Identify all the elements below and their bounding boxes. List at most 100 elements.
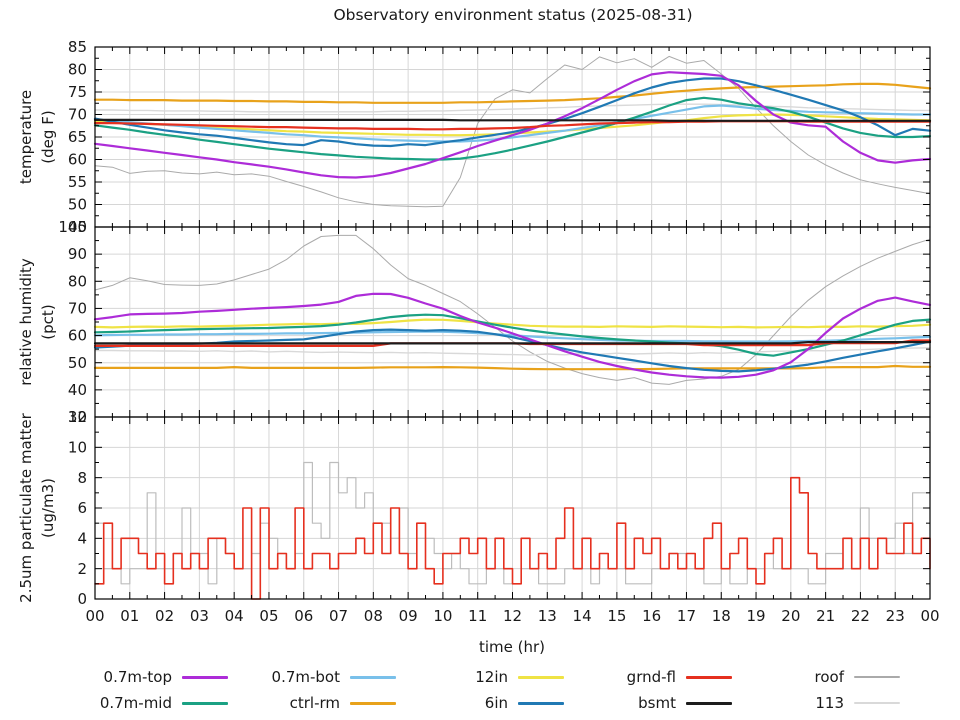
x-tick-label: 03 bbox=[190, 607, 209, 625]
x-tick-label: 08 bbox=[364, 607, 383, 625]
x-tick-label: 21 bbox=[816, 607, 835, 625]
x-tick-label: 11 bbox=[468, 607, 487, 625]
legend-swatch-line bbox=[350, 701, 396, 705]
x-tick-label: 06 bbox=[294, 607, 313, 625]
y-axis-label-temperature: temperature bbox=[17, 90, 35, 184]
legend-swatch-line bbox=[518, 701, 564, 705]
series-roof-temperature bbox=[94, 55, 931, 208]
y-axis-label-relative-humidity: relative humidity bbox=[17, 258, 35, 386]
y-tick-label-temperature: 60 bbox=[68, 151, 87, 169]
legend-label: 0.7m-bot bbox=[271, 668, 340, 686]
y-tick-label-pm25: 12 bbox=[68, 408, 87, 426]
legend-swatch-line bbox=[686, 675, 732, 679]
x-tick-label: 05 bbox=[259, 607, 278, 625]
y-axis-unit-pm25: (ug/m3) bbox=[39, 478, 57, 538]
legend-label: 113 bbox=[815, 694, 844, 712]
legend-swatch-line bbox=[350, 675, 396, 679]
legend-item-roof: roof bbox=[732, 664, 900, 690]
x-tick-label: 13 bbox=[538, 607, 557, 625]
series-12in-relative-humidity bbox=[93, 318, 932, 329]
series-bsmt-temperature bbox=[93, 118, 932, 122]
x-tick-label: 16 bbox=[642, 607, 661, 625]
series-12in-temperature bbox=[93, 113, 932, 137]
legend-label: 0.7m-top bbox=[103, 668, 172, 686]
legend-label: grnd-fl bbox=[626, 668, 676, 686]
x-tick-label: 17 bbox=[677, 607, 696, 625]
legend-item-113: 113 bbox=[732, 690, 900, 716]
series-0.7m-top-relative-humidity bbox=[93, 292, 932, 379]
y-tick-label-relative-humidity: 80 bbox=[68, 272, 87, 290]
legend-label: ctrl-rm bbox=[289, 694, 340, 712]
legend-swatch-line bbox=[182, 701, 228, 705]
legend-swatch-line bbox=[854, 676, 900, 678]
x-tick-label: 02 bbox=[155, 607, 174, 625]
x-tick-label: 20 bbox=[781, 607, 800, 625]
x-tick-label: 23 bbox=[886, 607, 905, 625]
x-tick-label: 00 bbox=[85, 607, 104, 625]
series-113-relative-humidity bbox=[94, 347, 931, 356]
y-tick-label-relative-humidity: 40 bbox=[68, 381, 87, 399]
y-tick-label-temperature: 50 bbox=[68, 196, 87, 214]
series-grnd-fl-pm25 bbox=[94, 476, 931, 600]
x-tick-label: 19 bbox=[746, 607, 765, 625]
legend-item-ctrl-rm: ctrl-rm bbox=[228, 690, 396, 716]
series-0.7m-mid-relative-humidity bbox=[93, 313, 932, 357]
x-tick-label: 12 bbox=[503, 607, 522, 625]
y-axis-unit-temperature: (deg F) bbox=[39, 110, 57, 163]
series-113-temperature bbox=[94, 103, 931, 113]
y-tick-label-temperature: 45 bbox=[68, 218, 87, 236]
y-axis-label-pm25: 2.5um particulate matter bbox=[17, 412, 35, 602]
chart-title: Observatory environment status (2025-08-… bbox=[333, 6, 692, 24]
legend-label: bsmt bbox=[638, 694, 676, 712]
x-axis-label: time (hr) bbox=[479, 638, 545, 656]
y-tick-label-relative-humidity: 90 bbox=[68, 245, 87, 263]
legend-label: 0.7m-mid bbox=[99, 694, 172, 712]
y-tick-label-pm25: 4 bbox=[77, 529, 87, 547]
legend-item-bsmt: bsmt bbox=[564, 690, 732, 716]
series-bsmt-relative-humidity bbox=[93, 341, 932, 345]
series-ctrl-rm-relative-humidity bbox=[93, 364, 932, 371]
y-tick-label-relative-humidity: 30 bbox=[68, 408, 87, 426]
legend-label: 6in bbox=[484, 694, 508, 712]
y-axis-unit-relative-humidity: (pct) bbox=[39, 304, 57, 339]
chart-legend: 0.7m-top 0.7m-bot 12in grnd-fl roof 0.7m-mid c… bbox=[0, 664, 960, 716]
legend-item-0.7m-bot: 0.7m-bot bbox=[228, 664, 396, 690]
y-tick-label-pm25: 8 bbox=[77, 469, 87, 487]
legend-swatch-line bbox=[686, 701, 732, 705]
y-tick-label-relative-humidity: 50 bbox=[68, 354, 87, 372]
y-tick-label-temperature: 75 bbox=[68, 83, 87, 101]
legend-item-0.7m-mid: 0.7m-mid bbox=[60, 690, 228, 716]
y-tick-label-temperature: 70 bbox=[68, 106, 87, 124]
legend-item-grnd-fl: grnd-fl bbox=[564, 664, 732, 690]
series-roof-relative-humidity bbox=[94, 234, 931, 385]
x-tick-label: 07 bbox=[329, 607, 348, 625]
y-tick-label-relative-humidity: 100 bbox=[58, 218, 87, 236]
legend-swatch-line bbox=[518, 675, 564, 679]
legend-swatch-line bbox=[182, 675, 228, 679]
x-tick-label: 14 bbox=[573, 607, 592, 625]
y-tick-label-temperature: 80 bbox=[68, 61, 87, 79]
y-tick-label-pm25: 2 bbox=[77, 560, 87, 578]
legend-item-6in: 6in bbox=[396, 690, 564, 716]
series-0.7m-bot-relative-humidity bbox=[93, 330, 932, 343]
series-0.7m-top-temperature bbox=[93, 71, 932, 179]
y-tick-label-temperature: 65 bbox=[68, 128, 87, 146]
x-tick-label: 10 bbox=[433, 607, 452, 625]
x-tick-label: 01 bbox=[120, 607, 139, 625]
y-tick-label-temperature: 85 bbox=[68, 38, 87, 56]
x-tick-label: 09 bbox=[399, 607, 418, 625]
y-tick-label-pm25: 0 bbox=[77, 590, 87, 608]
legend-label: 12in bbox=[475, 668, 508, 686]
legend-item-0.7m-top: 0.7m-top bbox=[60, 664, 228, 690]
series-6in-relative-humidity bbox=[93, 328, 932, 373]
x-tick-label: 22 bbox=[851, 607, 870, 625]
legend-swatch-line bbox=[854, 702, 900, 704]
series-6in-temperature bbox=[93, 77, 932, 148]
x-tick-label: 15 bbox=[607, 607, 626, 625]
series-ctrl-rm-temperature bbox=[93, 82, 932, 104]
x-tick-label: 18 bbox=[712, 607, 731, 625]
series-0.7m-mid-temperature bbox=[93, 96, 932, 161]
